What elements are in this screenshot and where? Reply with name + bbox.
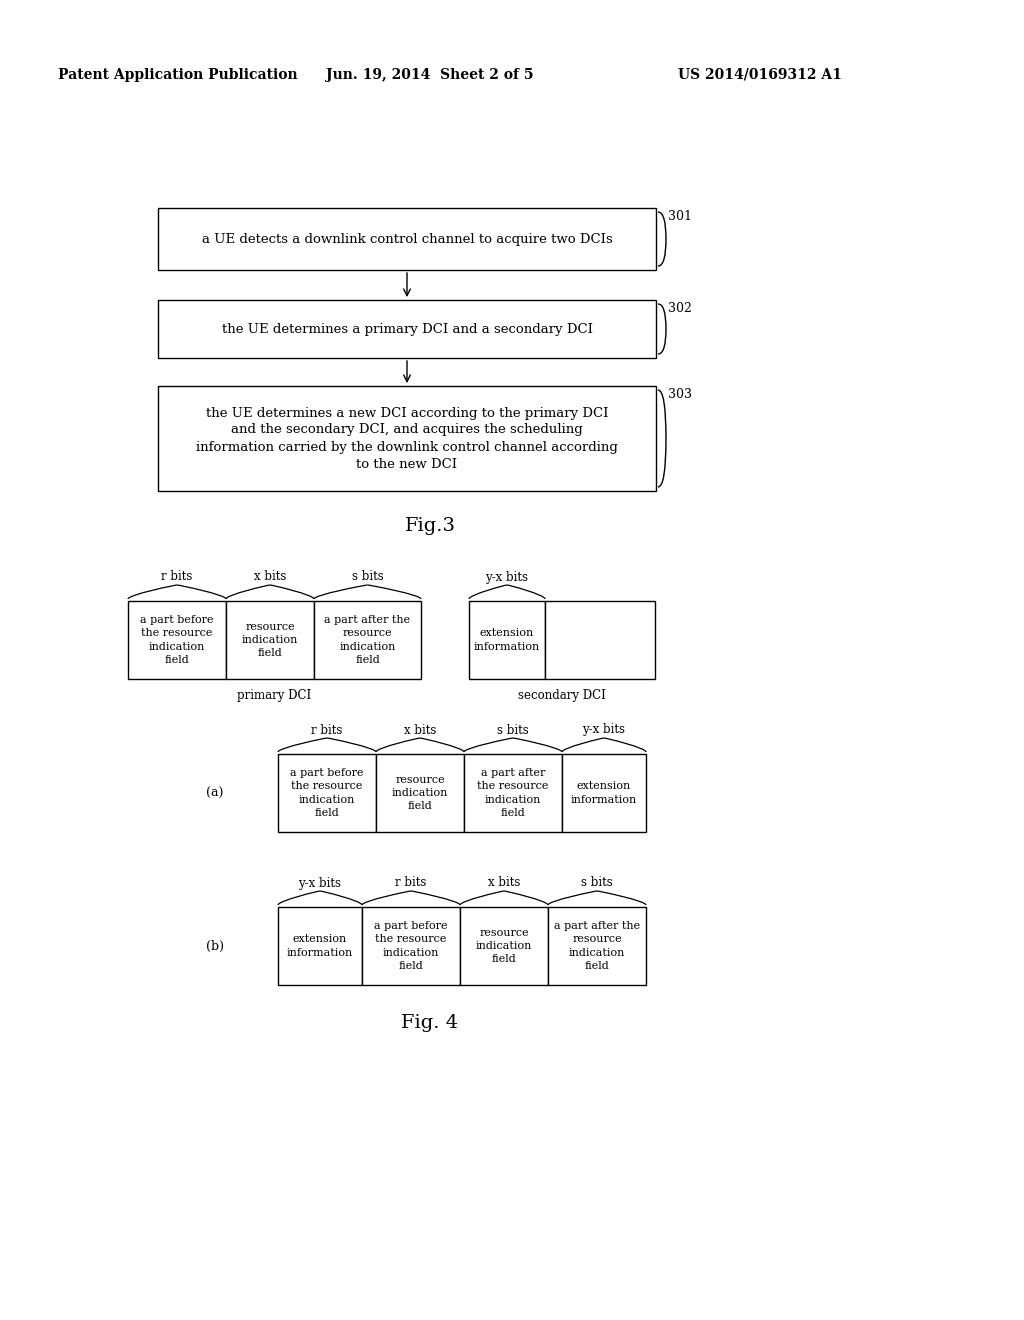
Text: (a): (a) <box>206 787 223 800</box>
Text: US 2014/0169312 A1: US 2014/0169312 A1 <box>678 69 842 82</box>
Text: r bits: r bits <box>395 876 427 890</box>
Bar <box>158 300 656 358</box>
Text: (b): (b) <box>206 940 224 953</box>
Text: a part after
the resource
indication
field: a part after the resource indication fie… <box>477 768 549 818</box>
Text: a UE detects a downlink control channel to acquire two DCIs: a UE detects a downlink control channel … <box>202 232 612 246</box>
Bar <box>460 907 548 985</box>
Bar <box>562 754 646 832</box>
Bar <box>128 601 226 678</box>
Text: r bits: r bits <box>162 570 193 583</box>
Bar <box>469 601 545 678</box>
Text: s bits: s bits <box>351 570 383 583</box>
Text: y-x bits: y-x bits <box>299 876 341 890</box>
Text: resource
indication
field: resource indication field <box>242 622 298 659</box>
Bar <box>278 754 376 832</box>
Bar <box>545 601 655 678</box>
Text: x bits: x bits <box>487 876 520 890</box>
Text: extension
information: extension information <box>570 781 637 805</box>
Bar <box>464 754 562 832</box>
Text: 302: 302 <box>668 301 692 314</box>
Text: 301: 301 <box>668 210 692 223</box>
Text: a part after the
resource
indication
field: a part after the resource indication fie… <box>325 615 411 665</box>
Text: Fig. 4: Fig. 4 <box>401 1014 459 1032</box>
Bar <box>158 209 656 271</box>
Text: extension
information: extension information <box>474 628 540 652</box>
Text: secondary DCI: secondary DCI <box>518 689 606 701</box>
Text: s bits: s bits <box>497 723 528 737</box>
Text: extension
information: extension information <box>287 935 353 957</box>
Text: a part before
the resource
indication
field: a part before the resource indication fi… <box>374 921 447 970</box>
Text: 303: 303 <box>668 388 692 400</box>
Bar <box>278 907 362 985</box>
Text: r bits: r bits <box>311 723 343 737</box>
Text: a part before
the resource
indication
field: a part before the resource indication fi… <box>290 768 364 818</box>
Bar <box>548 907 646 985</box>
Text: primary DCI: primary DCI <box>238 689 311 701</box>
Text: Jun. 19, 2014  Sheet 2 of 5: Jun. 19, 2014 Sheet 2 of 5 <box>327 69 534 82</box>
Text: s bits: s bits <box>582 876 613 890</box>
Bar <box>226 601 314 678</box>
Text: x bits: x bits <box>254 570 286 583</box>
Text: Fig.3: Fig.3 <box>404 517 456 535</box>
Bar <box>314 601 421 678</box>
Text: y-x bits: y-x bits <box>485 570 528 583</box>
Text: a part before
the resource
indication
field: a part before the resource indication fi… <box>140 615 214 665</box>
Text: the UE determines a new DCI according to the primary DCI
and the secondary DCI, : the UE determines a new DCI according to… <box>196 407 617 470</box>
Text: the UE determines a primary DCI and a secondary DCI: the UE determines a primary DCI and a se… <box>221 322 593 335</box>
Text: a part after the
resource
indication
field: a part after the resource indication fie… <box>554 921 640 970</box>
Bar <box>362 907 460 985</box>
Text: Patent Application Publication: Patent Application Publication <box>58 69 298 82</box>
Text: resource
indication
field: resource indication field <box>476 928 532 964</box>
Bar <box>158 385 656 491</box>
Text: resource
indication
field: resource indication field <box>392 775 449 812</box>
Text: x bits: x bits <box>403 723 436 737</box>
Text: y-x bits: y-x bits <box>583 723 626 737</box>
Bar <box>376 754 464 832</box>
